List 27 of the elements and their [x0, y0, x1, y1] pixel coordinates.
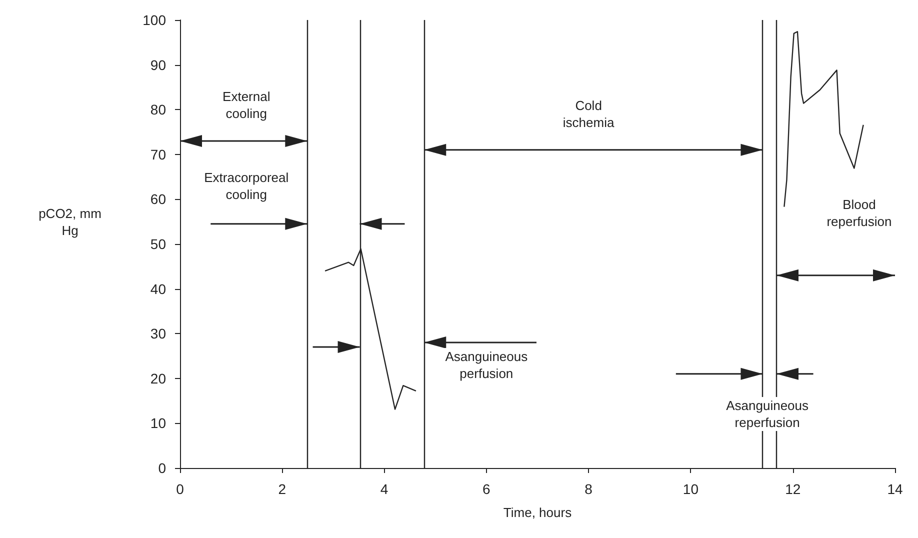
annotation: Asanguineous reperfusion — [707, 397, 828, 432]
x-axis-title: Time, hours — [503, 505, 572, 520]
y-tick-label: 50 — [150, 236, 166, 252]
x-tick-label: 6 — [482, 481, 491, 497]
annotation: Extracorporeal cooling — [186, 168, 306, 203]
x-tick-label: 14 — [887, 481, 903, 497]
y-tick-label: 30 — [150, 326, 166, 342]
y-tick-label: 20 — [150, 370, 166, 386]
y-tick-label: 10 — [150, 415, 166, 432]
y-tick-label: 40 — [150, 280, 166, 297]
y-tick-label: 0 — [158, 460, 166, 476]
y-tick-label: 70 — [150, 146, 166, 162]
y-axis-title: pCO2, mm Hg — [30, 204, 110, 239]
y-tick-label: 90 — [150, 56, 166, 73]
annotation: Asanguineous perfusion — [431, 348, 542, 382]
x-tick-label: 4 — [380, 481, 388, 497]
y-tick-label: 80 — [150, 102, 166, 118]
x-tick-label: 10 — [682, 481, 699, 497]
annotation: Cold ischemia — [548, 97, 629, 132]
x-tick-label: 8 — [584, 481, 593, 497]
y-tick-label: 100 — [142, 12, 166, 28]
annotation: External cooling — [206, 88, 286, 122]
x-tick-label: 0 — [176, 481, 184, 497]
y-tick-label: 60 — [150, 191, 166, 208]
x-tick-label: 2 — [278, 481, 286, 497]
annotation: Blood reperfusion — [809, 196, 910, 230]
x-tick-label: 12 — [785, 481, 801, 497]
